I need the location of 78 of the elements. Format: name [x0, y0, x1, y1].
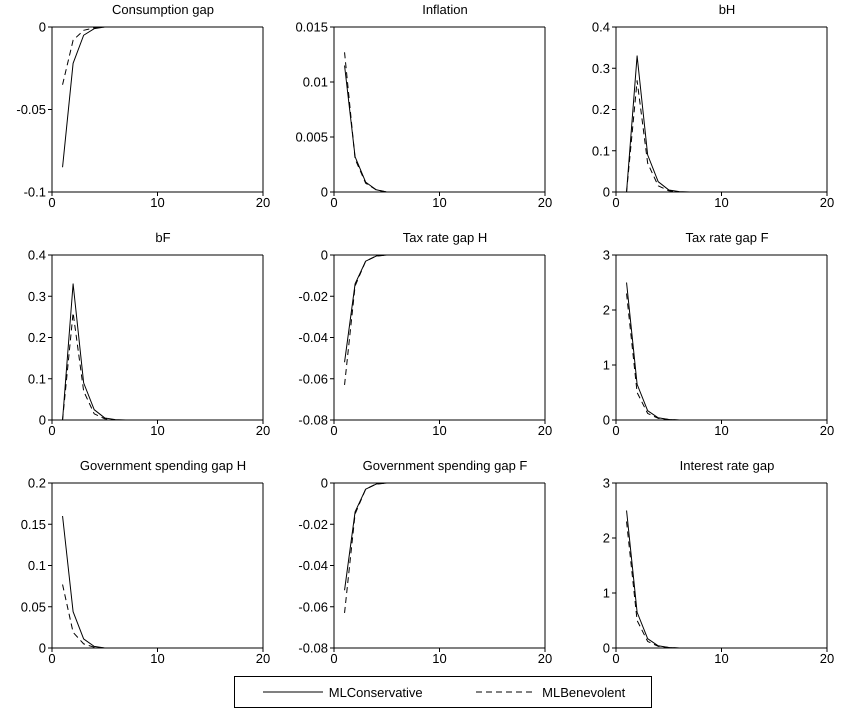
- y-tick-label: 0.15: [20, 516, 46, 532]
- y-tick-label: 2: [602, 302, 610, 318]
- chart-title: Inflation: [421, 1, 469, 19]
- x-tick-label: 0: [612, 651, 620, 666]
- y-tick-label: 0: [602, 184, 610, 200]
- y-tick-label: 3: [602, 476, 610, 491]
- y-tick-label: 0.1: [28, 371, 46, 386]
- y-tick-label: 0.2: [592, 102, 610, 118]
- x-tick-label: 10: [150, 195, 165, 210]
- y-tick-label: 2: [602, 530, 610, 546]
- y-tick-label: -0.02: [298, 516, 328, 532]
- x-tick-label: 10: [150, 651, 165, 666]
- y-tick-label: -0.06: [298, 371, 328, 386]
- x-tick-label: 20: [820, 195, 834, 210]
- x-tick-label: 20: [820, 423, 834, 438]
- y-tick-label: 0.2: [28, 330, 46, 346]
- y-tick-label: 0.005: [295, 130, 328, 145]
- y-tick-label: 0.1: [592, 143, 610, 158]
- y-tick-label: -0.06: [298, 599, 328, 614]
- y-tick-label: 0.05: [20, 599, 46, 614]
- chart-title: Tax rate gap H: [402, 229, 488, 247]
- x-tick-label: 0: [48, 423, 56, 438]
- y-tick-label: 0: [320, 476, 328, 491]
- legend-label: MLBenevolent: [542, 684, 626, 700]
- y-tick-label: 0: [38, 412, 46, 428]
- x-tick-label: 20: [538, 195, 552, 210]
- y-tick-label: 0.01: [302, 74, 328, 90]
- y-tick-label: -0.02: [298, 288, 328, 304]
- y-tick-label: 0.3: [592, 60, 610, 76]
- legend-label: MLConservative: [328, 684, 423, 700]
- y-tick-label: 0.2: [28, 476, 46, 491]
- x-tick-label: 10: [432, 195, 447, 210]
- y-tick-label: 0.015: [295, 20, 328, 35]
- y-tick-label: -0.04: [298, 330, 328, 346]
- chart-title: Tax rate gap F: [684, 229, 770, 247]
- x-tick-label: 10: [714, 195, 729, 210]
- y-tick-label: -0.04: [298, 558, 328, 574]
- chart-title: Consumption gap: [111, 1, 215, 19]
- y-tick-label: -0.08: [298, 412, 328, 428]
- chart-title: Interest rate gap: [678, 457, 776, 475]
- x-tick-label: 10: [432, 423, 447, 438]
- x-tick-label: 0: [612, 195, 620, 210]
- x-tick-label: 0: [330, 423, 338, 438]
- x-tick-label: 20: [256, 423, 270, 438]
- y-tick-label: 0.4: [28, 248, 46, 263]
- x-tick-label: 0: [330, 651, 338, 666]
- y-tick-label: 3: [602, 248, 610, 263]
- x-tick-label: 10: [714, 423, 729, 438]
- x-tick-label: 20: [820, 651, 834, 666]
- x-tick-label: 20: [538, 423, 552, 438]
- x-tick-label: 20: [538, 651, 552, 666]
- y-tick-label: 0: [38, 640, 46, 656]
- y-tick-label: 0: [320, 184, 328, 200]
- y-tick-label: -0.1: [24, 184, 46, 200]
- y-tick-label: 0.3: [28, 288, 46, 304]
- chart-title: bF: [154, 229, 172, 247]
- y-tick-label: -0.05: [16, 102, 46, 118]
- y-tick-label: 0: [320, 248, 328, 263]
- x-tick-label: 20: [256, 195, 270, 210]
- x-tick-label: 0: [48, 651, 56, 666]
- chart-title: Government spending gap F: [362, 457, 528, 475]
- y-tick-label: 1: [602, 586, 610, 601]
- y-tick-label: 0: [38, 20, 46, 35]
- x-tick-label: 0: [48, 195, 56, 210]
- chart-title: bH: [718, 1, 736, 19]
- x-tick-label: 10: [714, 651, 729, 666]
- y-tick-label: 0.4: [592, 20, 610, 35]
- y-tick-label: 0: [602, 412, 610, 428]
- x-tick-label: 10: [150, 423, 165, 438]
- x-tick-label: 0: [330, 195, 338, 210]
- y-tick-label: 1: [602, 358, 610, 373]
- y-tick-label: 0.1: [28, 558, 46, 574]
- y-tick-label: 0: [602, 640, 610, 656]
- x-tick-label: 20: [256, 651, 270, 666]
- chart-title: Government spending gap H: [78, 457, 248, 475]
- x-tick-label: 10: [432, 651, 447, 666]
- x-tick-label: 0: [612, 423, 620, 438]
- y-tick-label: -0.08: [298, 640, 328, 656]
